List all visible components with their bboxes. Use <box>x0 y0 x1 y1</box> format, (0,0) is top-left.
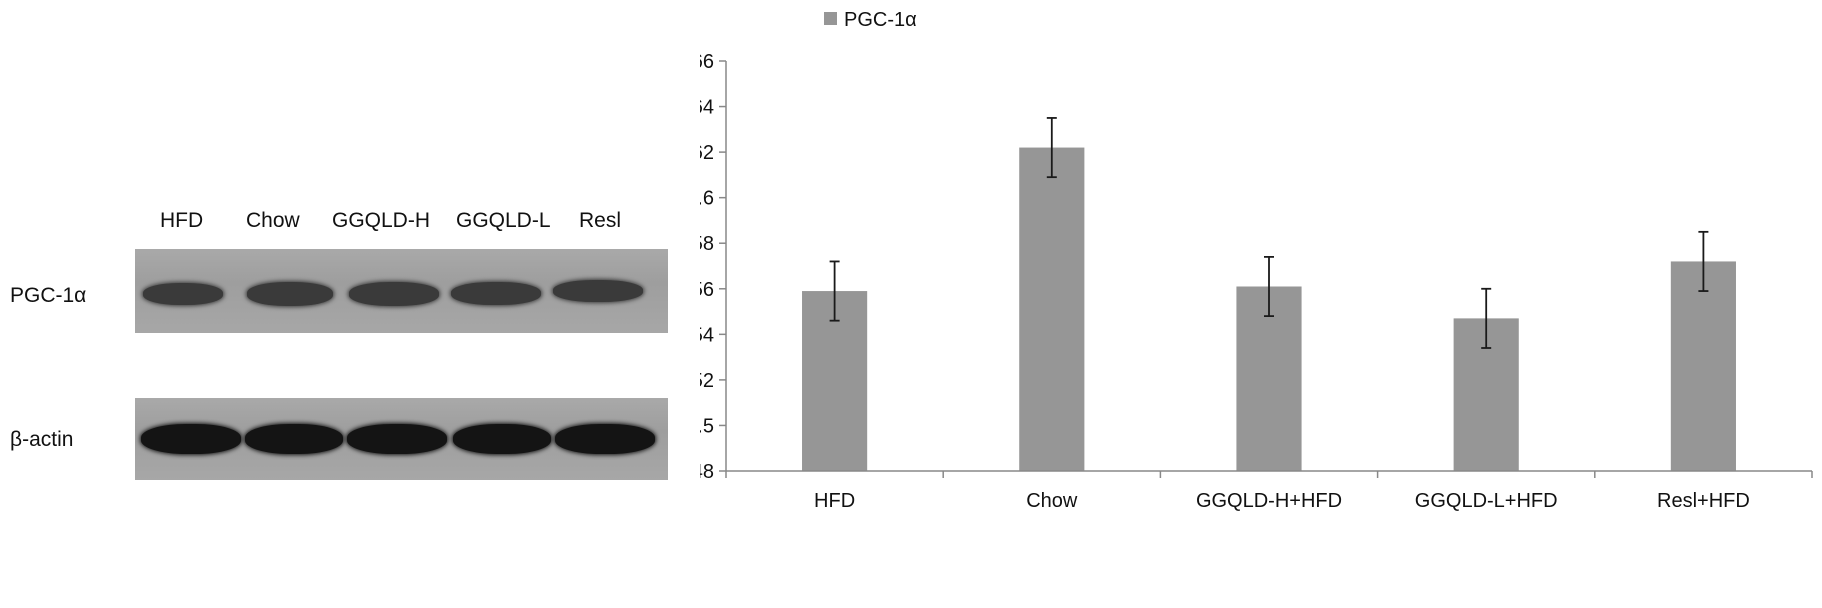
blot-lane-label: HFD <box>160 209 204 232</box>
y-tick-label: 0.66 <box>700 51 714 73</box>
blot-band <box>141 424 241 454</box>
blot-band <box>143 283 223 305</box>
y-tick-label: 0.62 <box>700 142 714 164</box>
x-tick-label: GGQLD-L+HFD <box>1415 490 1558 512</box>
blot-lane-label: GGQLD-H <box>332 209 431 232</box>
y-tick-label: 0.54 <box>700 324 714 346</box>
bar-chart: PGC-1α 0.660.640.620.60.580.560.540.520.… <box>700 9 1813 512</box>
y-tick-label: 0.5 <box>700 415 714 437</box>
blot-band <box>247 282 333 306</box>
bar <box>1670 261 1736 471</box>
blot-band <box>453 424 551 454</box>
y-axis: 0.66 0.64 0.62 0.6 0.58 0.56 0.54 0.52 0.5 0.48 <box>700 51 727 483</box>
x-tick-label: HFD <box>814 490 855 512</box>
y-tick-label: 0.64 <box>700 97 714 119</box>
blot-row-label-pgc1a: PGC-1α <box>10 284 87 307</box>
blot-band <box>347 424 447 454</box>
x-tick-label: GGQLD-H+HFD <box>1196 490 1342 512</box>
x-tick-label: Resl+HFD <box>1657 490 1750 512</box>
bar <box>1236 286 1302 471</box>
blot-lane-label: GGQLD-L <box>456 209 551 232</box>
blot-band <box>349 282 439 306</box>
blot-lane-label: Resl <box>579 209 622 232</box>
y-tick-label: 0.48 <box>700 461 714 483</box>
blot-row-label-beta-actin: β-actin <box>10 428 74 451</box>
bar <box>1019 147 1085 472</box>
blot-band <box>553 280 643 302</box>
blot-strip-beta-actin <box>135 398 668 480</box>
y-tick-label: 0.52 <box>700 370 714 392</box>
blot-band <box>451 282 541 305</box>
blot-band <box>245 424 343 454</box>
bar-series <box>802 117 1736 472</box>
y-tick-label: 0.6 <box>700 188 714 210</box>
blot-strip-pgc1a <box>135 249 668 333</box>
legend-label: PGC-1α <box>844 9 917 31</box>
western-blot-panel: HFD Chow GGQLD-H GGQLD-L Resl PGC-1α β-a… <box>0 0 700 608</box>
blot-lane-label: Chow <box>246 209 300 232</box>
y-tick-label: 0.56 <box>700 279 714 301</box>
x-tick-label: Chow <box>1026 490 1078 512</box>
blot-band <box>555 424 655 454</box>
chart-legend: PGC-1α <box>824 9 917 31</box>
legend-swatch <box>824 12 837 25</box>
y-tick-label: 0.58 <box>700 233 714 255</box>
x-axis: HFD Chow GGQLD-H+HFD GGQLD-L+HFD Resl+HFD <box>725 470 1813 512</box>
